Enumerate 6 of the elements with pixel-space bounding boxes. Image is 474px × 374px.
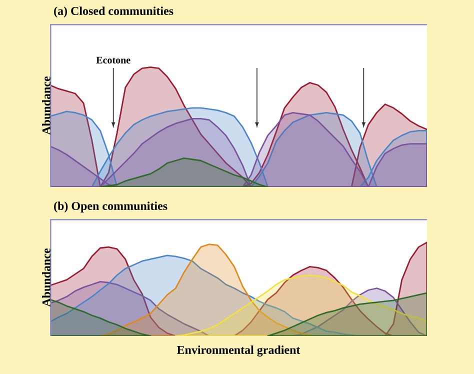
chart-title: (a) Closed communities [54, 6, 174, 18]
y-axis-title: Abundance [42, 76, 50, 135]
text: Ecotone [96, 56, 130, 64]
y-axis-title: Abundance [42, 248, 50, 307]
chart-title: (b) Open communities [54, 202, 168, 212]
x-axis-title: Environmental gradient [176, 346, 300, 356]
